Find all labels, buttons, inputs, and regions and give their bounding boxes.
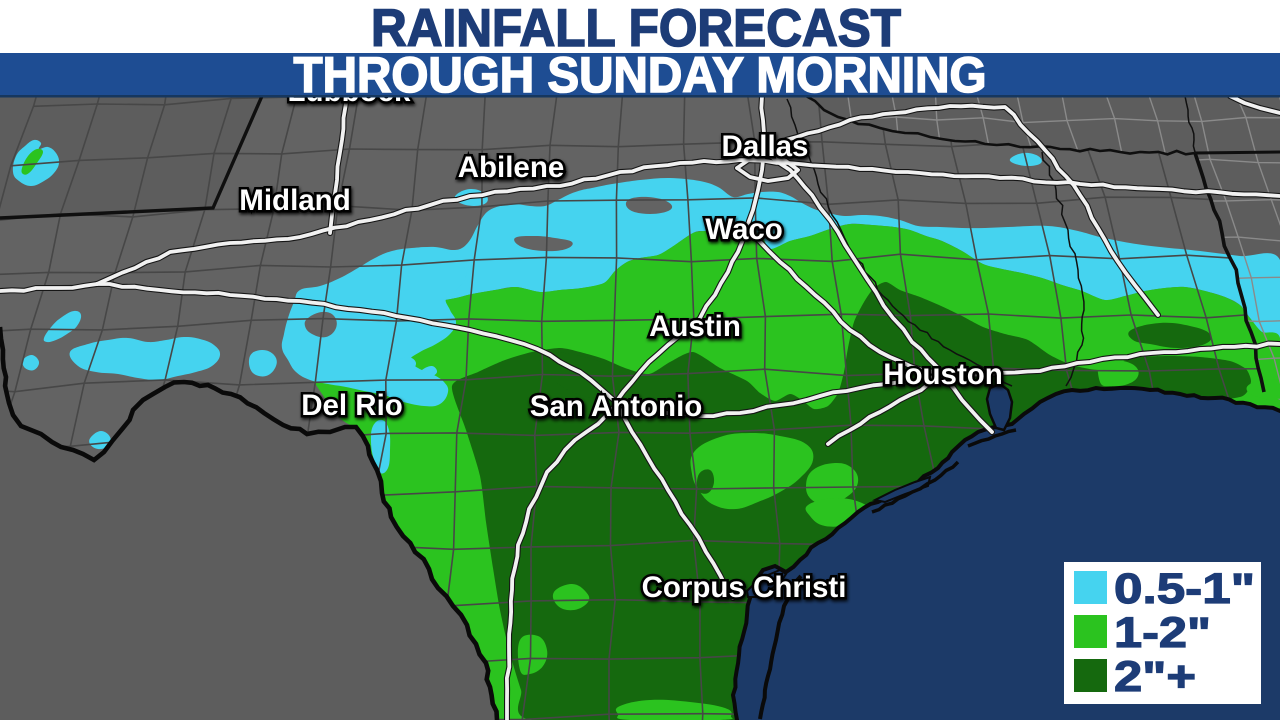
svg-text:San Antonio: San Antonio <box>530 390 703 423</box>
svg-text:0.5-1": 0.5-1" <box>1114 565 1255 613</box>
svg-text:Dallas: Dallas <box>722 130 809 163</box>
svg-text:RAINFALL FORECAST: RAINFALL FORECAST <box>371 0 901 58</box>
svg-text:Austin: Austin <box>649 310 741 343</box>
svg-text:Abilene: Abilene <box>458 151 565 184</box>
svg-text:Houston: Houston <box>883 358 1003 391</box>
svg-text:1-2": 1-2" <box>1114 609 1211 657</box>
svg-text:Del Rio: Del Rio <box>301 389 403 422</box>
svg-text:2"+: 2"+ <box>1114 653 1196 701</box>
svg-text:THROUGH SUNDAY MORNING: THROUGH SUNDAY MORNING <box>294 47 987 103</box>
svg-text:Corpus Christi: Corpus Christi <box>642 571 847 604</box>
svg-text:Waco: Waco <box>705 213 783 246</box>
svg-text:Midland: Midland <box>239 184 350 217</box>
